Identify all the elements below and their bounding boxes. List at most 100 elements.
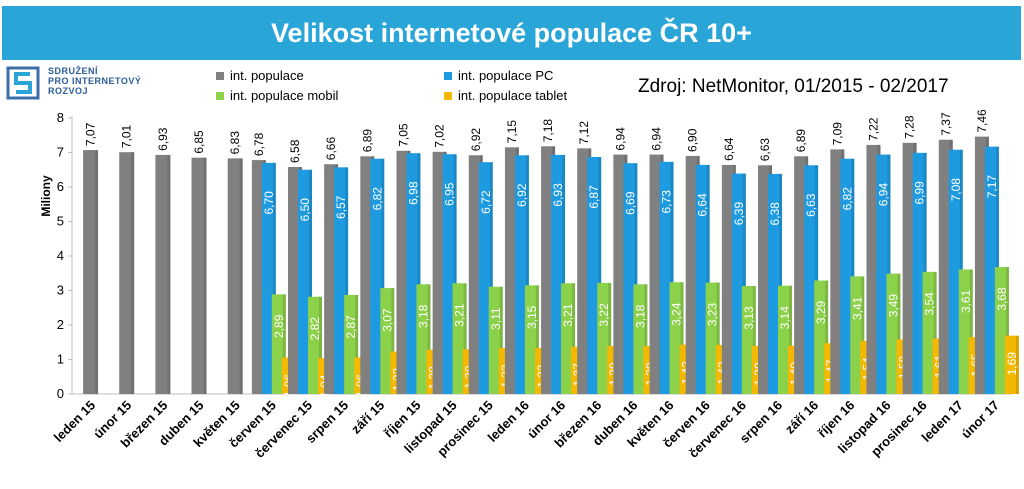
data-label: 3,21 — [453, 303, 467, 327]
data-label: 7,18 — [541, 119, 555, 143]
bar-shade — [453, 154, 457, 394]
data-label: 3,29 — [814, 300, 828, 324]
data-label: 6,89 — [794, 129, 808, 153]
data-label: 7,12 — [577, 121, 591, 145]
data-label: 6,70 — [262, 191, 276, 215]
logo-line-1: SDRUŽENÍ — [48, 66, 99, 76]
data-label: 3,18 — [416, 304, 430, 328]
data-label: 6,92 — [469, 128, 483, 152]
data-label: 7,17 — [985, 175, 999, 199]
data-label: 3,15 — [525, 305, 539, 329]
bar-shade — [167, 154, 171, 394]
data-label: 7,07 — [84, 122, 98, 146]
bar-shade — [562, 154, 566, 394]
logo-line-2: PRO INTERNETOVÝ — [48, 76, 142, 86]
bar-shade — [427, 284, 431, 394]
bar-shade — [670, 161, 674, 394]
data-label: 6,72 — [479, 190, 493, 214]
data-label: 3,21 — [561, 303, 575, 327]
spir-logo-icon — [6, 66, 40, 100]
data-label: 7,28 — [903, 115, 917, 139]
legend-label: int. populace — [230, 68, 304, 83]
data-label: 6,95 — [443, 182, 457, 206]
bar-shade — [282, 294, 286, 394]
data-label: 3,54 — [923, 292, 937, 316]
data-label: 6,93 — [156, 127, 170, 151]
legend-swatch — [216, 72, 224, 80]
logo-text: SDRUŽENÍ PRO INTERNETOVÝ ROZVOJ — [48, 66, 141, 96]
bar-shade — [463, 283, 467, 394]
data-label: 7,46 — [975, 109, 989, 133]
source-note: Zdroj: NetMonitor, 01/2015 - 02/2017 — [638, 76, 949, 97]
data-label: 6,94 — [650, 127, 664, 151]
data-label: 6,92 — [515, 183, 529, 207]
data-label: 3,11 — [489, 307, 503, 330]
y-axis-title: Miliony — [39, 175, 53, 217]
data-label: 6,64 — [696, 193, 710, 217]
y-tick-label: 2 — [57, 317, 64, 332]
bar-shade — [825, 280, 829, 394]
bar-shade — [933, 271, 937, 394]
chart-title: Velikost internetové populace ČR 10+ — [2, 6, 1021, 60]
bar-shade — [897, 273, 901, 394]
bar-shade — [319, 296, 322, 394]
bar-shade — [203, 157, 207, 394]
bar-shade — [417, 153, 421, 394]
bar-shade — [572, 283, 576, 394]
data-label: 7,08 — [949, 178, 963, 202]
y-tick-label: 5 — [57, 214, 64, 229]
legend-label: int. populace mobil — [230, 88, 339, 103]
bar-shade — [644, 284, 648, 394]
bar-shade — [525, 155, 529, 394]
data-label: 6,99 — [913, 181, 927, 205]
data-label: 7,01 — [120, 124, 134, 148]
bar — [227, 158, 243, 394]
data-label: 6,39 — [732, 202, 746, 226]
data-label: 6,85 — [192, 130, 206, 154]
data-label: 3,13 — [742, 306, 756, 330]
data-label: 6,89 — [360, 129, 374, 153]
data-label: 6,58 — [288, 139, 302, 163]
data-label: 6,83 — [228, 131, 242, 155]
legend-label: int. populace PC — [458, 68, 553, 83]
bar — [1004, 335, 1019, 394]
data-label: 6,63 — [804, 193, 818, 217]
bar-shade — [489, 162, 493, 394]
data-label: 7,09 — [830, 122, 844, 146]
data-label: 2,82 — [308, 317, 322, 341]
data-label: 6,69 — [623, 191, 637, 215]
data-label: 6,66 — [324, 137, 338, 161]
data-label: 3,22 — [597, 303, 611, 327]
bar-shade — [355, 294, 359, 394]
bar-shade — [391, 288, 395, 394]
data-label: 3,68 — [995, 287, 1009, 311]
data-label: 3,49 — [886, 294, 900, 318]
y-tick-label: 6 — [57, 179, 64, 194]
data-label: 3,41 — [850, 296, 864, 320]
data-label: 6,64 — [722, 137, 736, 161]
data-label: 3,14 — [778, 306, 792, 330]
bar-shade — [239, 158, 243, 394]
bar — [83, 150, 99, 394]
bar-shade — [381, 158, 385, 394]
y-tick-label: 4 — [57, 248, 64, 263]
data-label: 1,69 — [1005, 352, 1019, 376]
y-tick-label: 1 — [57, 352, 64, 367]
bar-shade — [742, 173, 746, 394]
bar-shade — [95, 150, 99, 394]
data-label: 6,57 — [334, 195, 348, 219]
legend-swatch — [444, 92, 452, 100]
data-label: 2,87 — [344, 315, 358, 339]
data-label: 7,22 — [866, 117, 880, 141]
y-tick-label: 7 — [57, 145, 64, 160]
data-label: 7,05 — [396, 123, 410, 147]
data-label: 6,94 — [876, 183, 890, 207]
data-label: 7,37 — [939, 112, 953, 136]
bar — [119, 152, 135, 394]
bar-shade — [779, 173, 782, 394]
bar-shade — [716, 282, 720, 394]
bar-shade — [345, 167, 349, 394]
data-label: 6,98 — [406, 181, 420, 205]
